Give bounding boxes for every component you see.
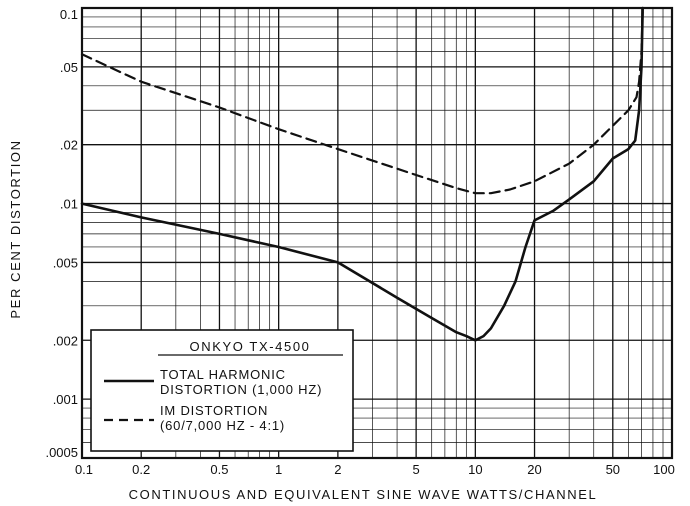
legend: ONKYO TX-4500 TOTAL HARMONIC DISTORTION … bbox=[90, 329, 354, 452]
y-tick-label: .02 bbox=[60, 138, 78, 153]
plot-frame bbox=[80, 6, 674, 460]
x-tick-label: 50 bbox=[606, 462, 620, 477]
legend-label-thd-line1: TOTAL HARMONIC bbox=[160, 367, 286, 382]
x-tick-label: 0.1 bbox=[75, 462, 93, 477]
x-tick-label: 1 bbox=[275, 462, 282, 477]
legend-title: ONKYO TX-4500 bbox=[190, 339, 311, 354]
x-tick-label: 2 bbox=[334, 462, 341, 477]
x-axis-title: CONTINUOUS AND EQUIVALENT SINE WAVE WATT… bbox=[129, 487, 598, 502]
y-tick-label: .0005 bbox=[45, 445, 78, 460]
series-line-im bbox=[80, 6, 644, 195]
y-tick-label: .05 bbox=[60, 60, 78, 75]
y-tick-label: .001 bbox=[53, 392, 78, 407]
y-tick-labels: .0005 .001 .002 .005 .01 .02 .05 0.1 bbox=[45, 7, 78, 460]
series-layer bbox=[80, 6, 644, 342]
y-tick-label: 0.1 bbox=[60, 7, 78, 22]
legend-label-thd-line2: DISTORTION (1,000 HZ) bbox=[160, 382, 322, 397]
x-tick-label: 5 bbox=[413, 462, 420, 477]
x-tick-label: 10 bbox=[468, 462, 482, 477]
x-tick-label: 100 bbox=[653, 462, 675, 477]
x-tick-label: 0.2 bbox=[132, 462, 150, 477]
y-tick-label: .005 bbox=[53, 255, 78, 270]
legend-label-im-line1: IM DISTORTION bbox=[160, 403, 268, 418]
legend-label-im-line2: (60/7,000 HZ - 4:1) bbox=[160, 418, 285, 433]
legend-box bbox=[90, 329, 354, 452]
x-tick-label: 20 bbox=[527, 462, 541, 477]
x-tick-label: 0.5 bbox=[210, 462, 228, 477]
y-axis-title: PER CENT DISTORTION bbox=[8, 139, 23, 318]
series-line-thd bbox=[80, 6, 644, 342]
y-tick-label: .01 bbox=[60, 197, 78, 212]
y-tick-label: .002 bbox=[53, 333, 78, 348]
x-tick-labels: 0.1 0.2 0.5 1 2 5 10 20 50 100 bbox=[75, 462, 675, 477]
